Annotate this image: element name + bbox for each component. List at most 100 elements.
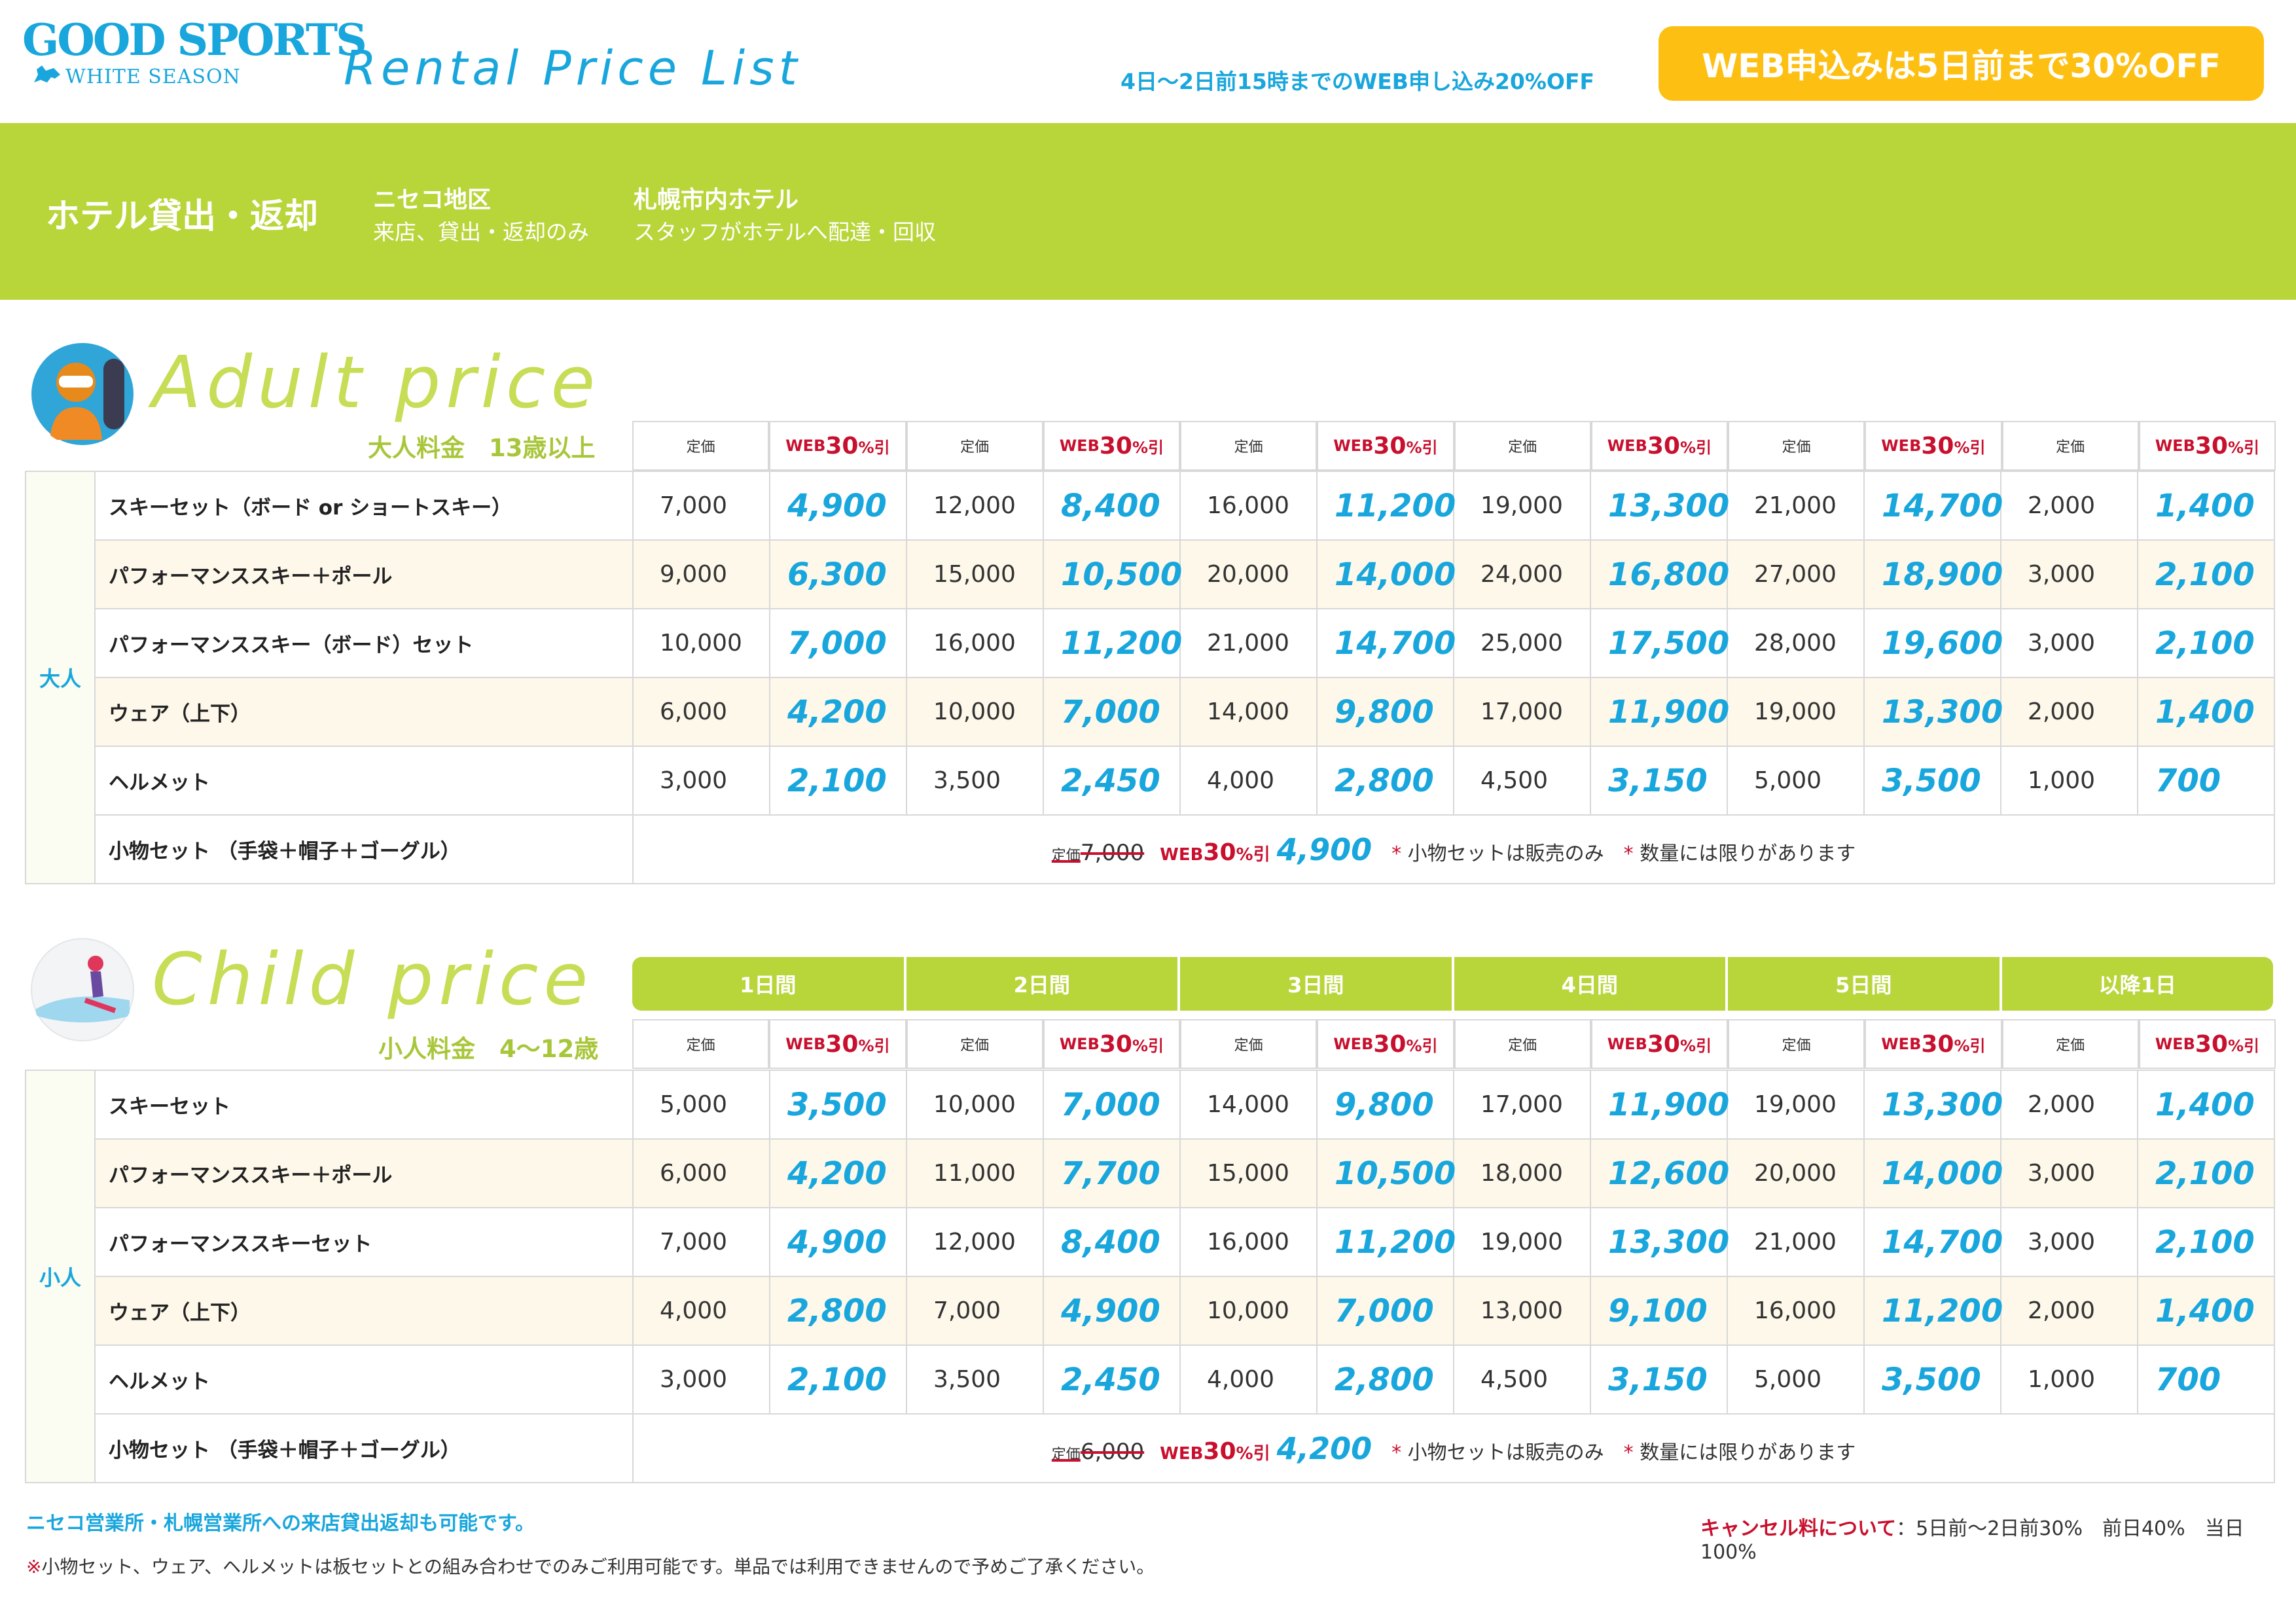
accessory-row: 小物セット （手袋＋帽子＋ゴーグル） 定価6,000 WEB30%引 4,200 * 小… [26,1413,2275,1483]
web-price: 14,700 [1316,608,1456,678]
child-web-header: WEB 30 %引 [1865,1019,2002,1069]
regular-price: 19,000 [1453,1207,1591,1277]
sale-only-note: * 小物セットは販売のみ [1391,1441,1604,1464]
table-row: ウェア（上下） 6,000 4,200 10,000 7,000 14,000 9,800 1… [26,677,2275,747]
limited-note: * 数量には限りがあります [1623,1441,1856,1464]
web-price: 2,100 [769,746,907,816]
cancel-policy: キャンセル料について：5日前〜2日前30% 前日40% 当日100% [1700,1517,2244,1564]
regular-price: 27,000 [1727,539,1865,609]
web-price: 11,900 [1590,677,1729,747]
web-price: 3,150 [1590,1344,1728,1415]
web-price: 7,000 [1043,677,1181,747]
web-price: 11,200 [1043,608,1182,678]
regular-price: 16,000 [1179,471,1318,541]
regular-price: 28,000 [1727,608,1865,678]
regular-price: 5,000 [632,1070,770,1140]
web-price: 7,000 [769,608,907,678]
web-price: 14,000 [1863,1138,2003,1208]
item-name: スキーセット（ボード or ショートスキー） [94,471,634,541]
regular-price: 3,000 [2000,1207,2138,1277]
regular-price: 1,000 [2000,1344,2138,1415]
regular-price: 21,000 [1727,471,1865,541]
accessory-regular-price: 定価6,000 [1051,1438,1145,1465]
web-price: 3,500 [1863,1344,2001,1415]
adult-regular-header: 定価 [1454,421,1591,471]
web-price: 1,400 [2137,1276,2275,1346]
snowboarder-avatar-icon [31,343,134,445]
web-price: 4,900 [769,471,907,541]
regular-price: 21,000 [1727,1207,1865,1277]
regular-price: 15,000 [906,539,1044,609]
table-row: 大人 スキーセット（ボード or ショートスキー） 7,000 4,900 12,000… [25,471,2275,884]
regular-price: 16,000 [1179,1207,1318,1277]
child-price-table: 小人 スキーセット 5,000 3,500 10,000 7,000 14,000 9,800… [25,1070,2275,1483]
hotel-service-band [0,123,2296,300]
item-name: パフォーマンススキーセット [94,1207,634,1277]
regular-price: 16,000 [1727,1276,1865,1346]
regular-price: 11,000 [906,1138,1044,1208]
adult-subtitle: 大人料金 13歳以上 [368,434,596,462]
web-discount-tag: WEB30%引 [1160,1437,1270,1465]
regular-price: 3,000 [2000,1138,2138,1208]
web-price: 17,500 [1590,608,1729,678]
web-price: 19,600 [1863,608,2003,678]
web-price: 4,200 [769,677,907,747]
table-row: 小人 スキーセット 5,000 3,500 10,000 7,000 14,000 9,800… [25,1070,2275,1483]
web-price: 8,400 [1043,471,1181,541]
adult-regular-header: 定価 [2001,421,2139,471]
regular-price: 7,000 [632,471,770,541]
table-row: ヘルメット 3,000 2,100 3,500 2,450 4,000 2,800 4,500… [26,1344,2275,1415]
child-category: 小人 [25,1070,96,1483]
footer-store-note: ニセコ営業所・札幌営業所への来店貸出返却も可能です。 [26,1512,535,1535]
table-row: ヘルメット 3,000 2,100 3,500 2,450 4,000 2,800 4,500… [26,746,2275,816]
regular-price: 2,000 [2000,1070,2138,1140]
regular-price: 2,000 [2000,471,2138,541]
web-price: 2,800 [769,1276,907,1346]
adult-price-table: 大人 スキーセット（ボード or ショートスキー） 7,000 4,900 12,000… [25,471,2275,884]
adult-regular-header: 定価 [1180,421,1318,471]
accessory-web-price: 4,200 [1276,1430,1372,1466]
child-subtitle: 小人料金 4〜12歳 [378,1035,599,1063]
day-header: 2日間 [906,957,1177,1011]
child-regular-header: 定価 [1728,1019,1865,1069]
accessory-row: 小物セット （手袋＋帽子＋ゴーグル） 定価7,000 WEB30%引 4,900 * 小… [26,814,2275,884]
regular-price: 25,000 [1453,608,1591,678]
regular-price: 15,000 [1179,1138,1318,1208]
regular-price: 14,000 [1179,677,1318,747]
web-price: 10,500 [1316,1138,1456,1208]
web-price: 9,100 [1590,1276,1728,1346]
regular-price: 10,000 [632,608,770,678]
web-price: 2,100 [769,1344,907,1415]
web-price: 2,100 [2137,608,2275,678]
accessory-name: 小物セット （手袋＋帽子＋ゴーグル） [94,1413,634,1483]
web-price: 18,900 [1863,539,2003,609]
child-web-header: WEB 30 %引 [1317,1019,1454,1069]
table-row: パフォーマンススキーセット 7,000 4,900 12,000 8,400 16,000… [26,1207,2275,1277]
adult-regular-header: 定価 [632,421,770,471]
item-name: スキーセット [94,1070,634,1140]
child-regular-header: 定価 [2001,1019,2139,1069]
web-price: 14,000 [1316,539,1456,609]
child-web-header: WEB 30 %引 [2138,1019,2276,1069]
table-row: パフォーマンススキー＋ポール 9,000 6,300 15,000 10,500 20,0… [26,539,2275,609]
web-price: 14,700 [1863,1207,2003,1277]
regular-price: 12,000 [906,1207,1044,1277]
child-regular-header: 定価 [632,1019,770,1069]
accessory-name: 小物セット （手袋＋帽子＋ゴーグル） [94,814,634,884]
regular-price: 3,000 [2000,539,2138,609]
web-price: 2,450 [1043,746,1181,816]
web-price: 1,400 [2137,677,2275,747]
promo-20-off: 4日〜2日前15時までのWEB申し込み20%OFF [1121,69,1595,94]
footer-usage-note: ※小物セット、ウェア、ヘルメットは板セットとの組み合わせでのみご利用可能です。単… [26,1556,1155,1578]
regular-price: 2,000 [2000,1276,2138,1346]
web-price: 7,000 [1316,1276,1454,1346]
regular-price: 17,000 [1453,1070,1591,1140]
adult-regular-header: 定価 [906,421,1043,471]
regular-price: 4,000 [1179,746,1318,816]
adult-web-header: WEB 30 %引 [2138,421,2276,471]
item-name: パフォーマンススキー（ボード）セット [94,608,634,678]
adult-web-header: WEB 30 %引 [1317,421,1454,471]
regular-price: 3,500 [906,746,1044,816]
brand-sub: WHITE SEASON [65,65,241,88]
regular-price: 2,000 [2000,677,2138,747]
